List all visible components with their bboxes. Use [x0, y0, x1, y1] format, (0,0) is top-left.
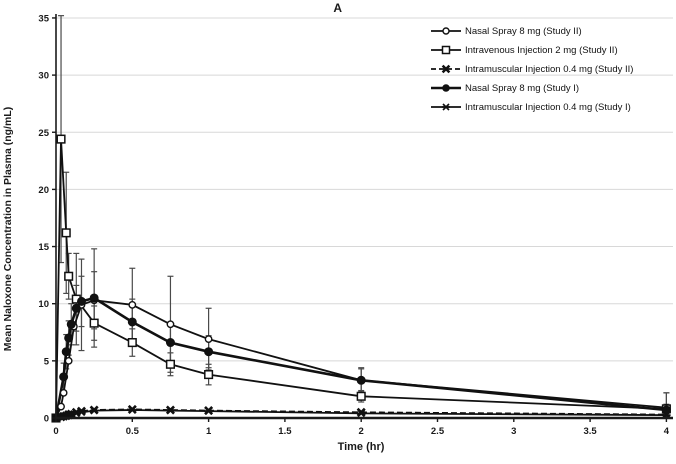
marker-open-circle	[204, 335, 213, 344]
legend-label: Nasal Spray 8 mg (Study I)	[465, 82, 580, 94]
x-tick-label: 3	[511, 426, 516, 437]
legend-label: Nasal Spray 8 mg (Study II)	[465, 25, 582, 37]
legend-marker-filled-circle	[431, 84, 461, 92]
marker-filled-circle	[356, 375, 366, 385]
y-tick-label: 10	[38, 299, 49, 310]
marker-filled-circle	[61, 347, 71, 357]
marker-open-circle	[59, 388, 68, 397]
x-tick-label: 0	[53, 426, 58, 437]
y-axis-label: Mean Naloxone Concentration in Plasma (n…	[2, 106, 14, 352]
x-tick-label: 4	[664, 426, 670, 437]
y-tick-label: 15	[38, 242, 49, 253]
marker-open-circle	[57, 402, 65, 411]
legend-item-0: Nasal Spray 8 mg (Study II)	[430, 24, 633, 38]
marker-filled-circle	[76, 296, 86, 306]
y-tick-label: 0	[44, 414, 49, 425]
marker-open-square	[356, 391, 366, 401]
x-tick-label: 0.5	[126, 426, 140, 437]
marker-filled-circle	[66, 319, 76, 329]
x-tick-label: 1.5	[278, 426, 292, 437]
chart-title: A	[333, 1, 343, 15]
marker-filled-circle	[165, 338, 175, 348]
legend-item-2: Intramuscular Injection 0.4 mg (Study II…	[430, 62, 633, 76]
x-axis-label: Time (hr)	[337, 441, 385, 453]
legend-item-1: Intravenous Injection 2 mg (Study II)	[430, 43, 633, 57]
marker-filled-circle	[127, 317, 137, 327]
marker-open-square	[61, 228, 71, 238]
marker-open-square	[56, 134, 66, 144]
y-tick-label: 20	[38, 185, 49, 196]
legend-label: Intramuscular Injection 0.4 mg (Study II…	[465, 63, 634, 75]
legend-marker-open-square	[431, 45, 461, 55]
marker-filled-circle	[89, 293, 99, 303]
x-tick-label: 1	[206, 426, 212, 437]
marker-filled-circle	[59, 372, 69, 382]
marker-filled-circle	[204, 347, 214, 357]
x-tick-label: 2.5	[431, 426, 445, 437]
marker-open-square	[89, 318, 99, 328]
legend-label: Intravenous Injection 2 mg (Study II)	[465, 44, 618, 56]
y-tick-label: 5	[44, 356, 50, 367]
legend-item-4: Intramuscular Injection 0.4 mg (Study I)	[430, 100, 633, 114]
legend-marker-star	[431, 103, 461, 111]
y-tick-label: 35	[38, 13, 49, 24]
legend: Nasal Spray 8 mg (Study II) Intravenous I…	[430, 24, 633, 114]
marker-filled-circle	[71, 303, 81, 313]
y-tick-label: 25	[38, 128, 49, 139]
marker-open-square	[165, 359, 175, 369]
marker-open-circle	[64, 356, 73, 365]
marker-open-circle	[128, 300, 137, 309]
marker-filled-circle	[64, 333, 74, 343]
x-tick-label: 3.5	[583, 426, 597, 437]
marker-open-square	[64, 271, 74, 281]
marker-open-square	[127, 338, 137, 348]
legend-label: Intramuscular Injection 0.4 mg (Study I)	[465, 101, 631, 113]
legend-marker-bold-x	[431, 64, 461, 74]
marker-open-circle	[166, 320, 175, 329]
legend-item-3: Nasal Spray 8 mg (Study I)	[430, 81, 633, 95]
legend-marker-open-circle	[431, 27, 461, 35]
y-tick-label: 30	[38, 71, 49, 82]
x-tick-label: 2	[359, 426, 364, 437]
marker-open-square	[204, 370, 214, 380]
